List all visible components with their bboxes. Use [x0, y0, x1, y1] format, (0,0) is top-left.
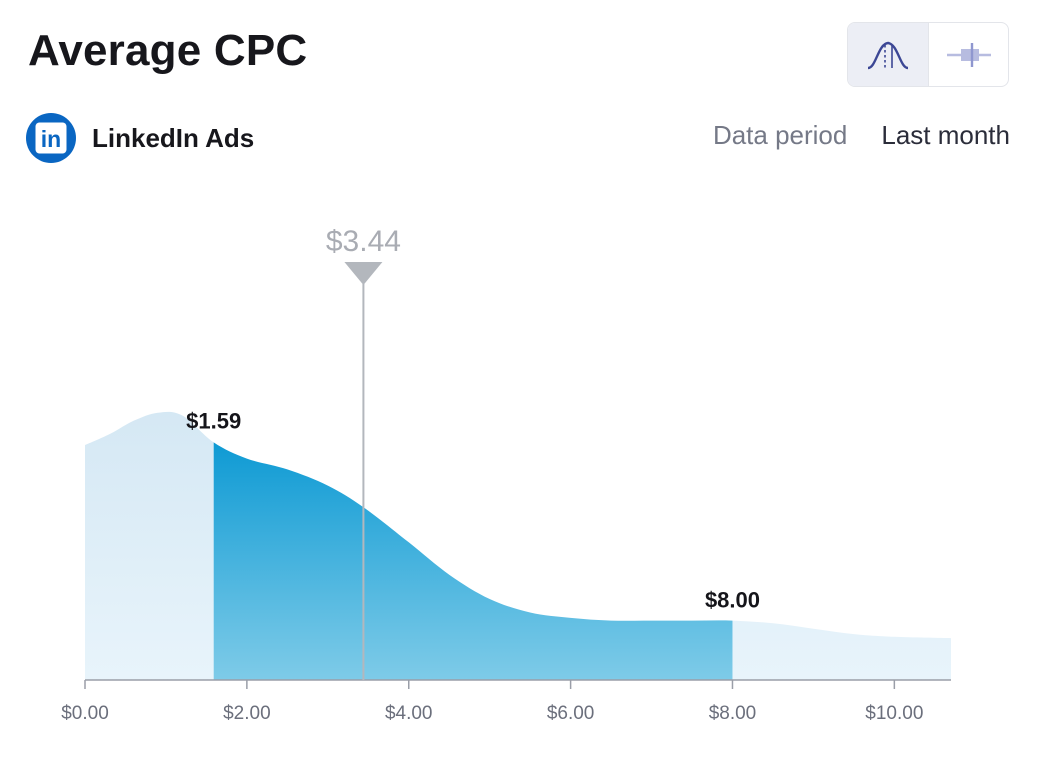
source-name: LinkedIn Ads: [92, 122, 255, 153]
distribution-view-button[interactable]: [848, 23, 928, 86]
svg-text:in: in: [41, 126, 61, 152]
average-marker-label: $3.44: [326, 225, 401, 258]
x-tick-label: $6.00: [547, 703, 595, 724]
average-marker: $3.44: [326, 225, 401, 680]
page-title: Average CPC: [28, 26, 308, 75]
data-source: in LinkedIn Ads: [26, 113, 254, 163]
view-toggle: [847, 22, 1009, 87]
box-plot-icon: [946, 42, 991, 67]
x-tick-label: $0.00: [61, 703, 109, 724]
data-period: Data period Last month: [713, 120, 1010, 151]
interquantile-area: [213, 442, 733, 680]
percentile-labels: $1.59 $8.00: [186, 408, 760, 612]
box-plot-view-button[interactable]: [928, 23, 1008, 86]
data-period-value[interactable]: Last month: [881, 120, 1010, 150]
upper-tail-area: [732, 620, 951, 680]
linkedin-logo-icon: in: [26, 113, 76, 163]
average-marker-triangle: [344, 262, 383, 285]
x-tick-label: $10.00: [865, 703, 923, 724]
x-tick-label: $4.00: [385, 703, 433, 724]
upper-percentile-label: $8.00: [705, 588, 760, 613]
density-area: [85, 411, 951, 680]
x-axis: $0.00 $2.00 $4.00 $6.00 $8.00 $10.00: [61, 679, 951, 724]
data-period-label: Data period: [712, 120, 848, 150]
lower-tail-area: [85, 411, 214, 680]
x-tick-label: $8.00: [709, 703, 757, 724]
distribution-curve-icon: [867, 41, 909, 69]
lower-percentile-label: $1.59: [186, 408, 241, 433]
x-tick-label: $2.00: [223, 703, 271, 724]
